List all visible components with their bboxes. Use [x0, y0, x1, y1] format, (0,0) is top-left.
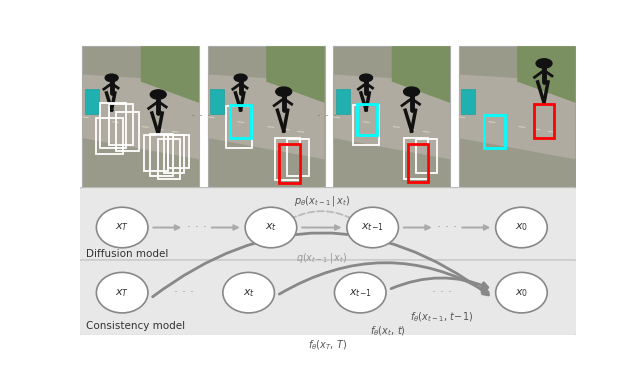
Ellipse shape	[223, 272, 275, 313]
Polygon shape	[392, 46, 450, 103]
Text: $f_{\theta}(x_{t-1},\,t\!-\!1)$: $f_{\theta}(x_{t-1},\,t\!-\!1)$	[410, 311, 474, 324]
FancyBboxPatch shape	[83, 46, 199, 188]
Text: · · ·: · · ·	[432, 286, 452, 299]
Text: · · ·: · · ·	[317, 111, 337, 123]
Text: $x_0$: $x_0$	[515, 221, 528, 233]
FancyBboxPatch shape	[336, 89, 350, 114]
Polygon shape	[459, 74, 575, 159]
Text: $f_{\theta}(x_t,\,t)$: $f_{\theta}(x_t,\,t)$	[370, 324, 405, 338]
Polygon shape	[83, 74, 199, 159]
Polygon shape	[517, 46, 575, 103]
Text: $x_{t\!-\!1}$: $x_{t\!-\!1}$	[349, 287, 372, 299]
FancyBboxPatch shape	[79, 188, 577, 263]
Text: $q(x_{t-1}\,|\,x_{t})$: $q(x_{t-1}\,|\,x_{t})$	[296, 251, 348, 265]
Text: $x_T$: $x_T$	[115, 287, 129, 299]
Text: · · ·: · · ·	[187, 221, 207, 234]
Text: · · ·: · · ·	[437, 221, 457, 234]
Polygon shape	[333, 74, 450, 159]
FancyBboxPatch shape	[211, 89, 225, 114]
Ellipse shape	[347, 207, 399, 248]
Text: $x_0$: $x_0$	[515, 287, 528, 299]
Polygon shape	[266, 46, 324, 103]
Text: · · ·: · · ·	[174, 286, 194, 299]
Text: $p_{\theta}(x_{t-1}\,|\,x_{t})$: $p_{\theta}(x_{t-1}\,|\,x_{t})$	[294, 194, 350, 208]
Circle shape	[105, 74, 118, 82]
Text: $x_T$: $x_T$	[115, 221, 129, 233]
Ellipse shape	[495, 272, 547, 313]
Circle shape	[404, 87, 419, 96]
Ellipse shape	[245, 207, 297, 248]
Text: $x_{t\!-\!1}$: $x_{t\!-\!1}$	[361, 221, 384, 233]
Circle shape	[234, 74, 247, 82]
Ellipse shape	[97, 272, 148, 313]
Circle shape	[360, 74, 372, 82]
Text: $f_{\theta}(x_T,\,T)$: $f_{\theta}(x_T,\,T)$	[308, 338, 348, 352]
Circle shape	[150, 90, 166, 99]
Polygon shape	[208, 74, 324, 159]
FancyBboxPatch shape	[79, 260, 577, 335]
Text: $x_t$: $x_t$	[243, 287, 255, 299]
FancyBboxPatch shape	[461, 89, 476, 114]
Text: $x_t$: $x_t$	[265, 221, 277, 233]
Polygon shape	[141, 46, 199, 103]
FancyBboxPatch shape	[459, 46, 575, 188]
Ellipse shape	[495, 207, 547, 248]
FancyBboxPatch shape	[85, 89, 99, 114]
FancyBboxPatch shape	[333, 46, 450, 188]
Text: · · ·: · · ·	[191, 111, 211, 123]
Circle shape	[276, 87, 292, 96]
Circle shape	[536, 59, 552, 68]
Text: Consistency model: Consistency model	[86, 321, 185, 331]
Ellipse shape	[335, 272, 386, 313]
Text: Diffusion model: Diffusion model	[86, 249, 168, 259]
Ellipse shape	[97, 207, 148, 248]
FancyBboxPatch shape	[208, 46, 324, 188]
